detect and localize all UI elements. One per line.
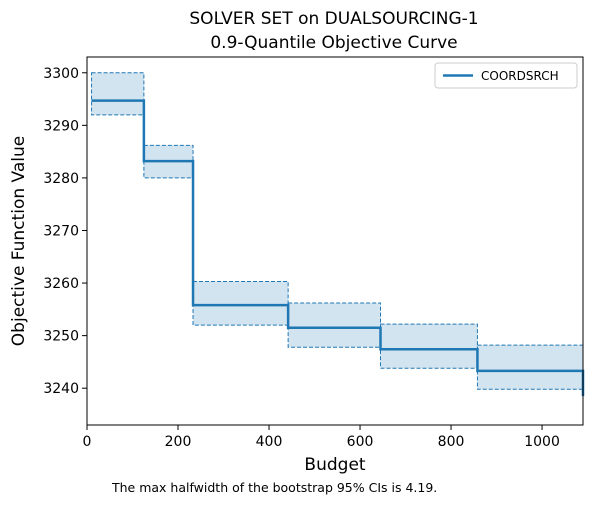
y-axis: 3240 3250 3260 3270 3280 3290 3300 (43, 66, 87, 397)
chart-subtitle: 0.9-Quantile Objective Curve (210, 33, 457, 53)
ci-band-3 (287, 302, 382, 348)
y-tick-label: 3260 (43, 276, 79, 292)
x-tick-label: 200 (165, 434, 192, 450)
ci-halfwidth-note: The max halfwidth of the bootstrap 95% C… (111, 480, 437, 495)
y-axis-label: Objective Function Value (9, 136, 29, 346)
x-tick-label: 0 (83, 434, 92, 450)
y-tick-label: 3240 (43, 381, 79, 397)
chart-title: SOLVER SET on DUALSOURCING-1 (189, 9, 478, 29)
ci-band-4 (380, 323, 478, 369)
legend: COORDSRCH (434, 62, 578, 89)
y-tick-label: 3300 (43, 66, 79, 82)
y-tick-label: 3270 (43, 223, 79, 239)
x-axis: 0 200 400 600 800 1000 (83, 425, 560, 450)
x-axis-label: Budget (304, 455, 365, 475)
x-tick-label: 600 (347, 434, 374, 450)
x-tick-label: 400 (256, 434, 283, 450)
ci-band-2 (192, 280, 289, 326)
plot-area (91, 72, 585, 397)
legend-box (434, 62, 578, 89)
ci-band-5 (476, 344, 584, 390)
legend-label-coordsrch: COORDSRCH (481, 69, 559, 83)
plot-frame (86, 56, 584, 426)
ci-band-0 (91, 72, 145, 116)
series-line-0 (91, 99, 585, 397)
y-tick-label: 3250 (43, 329, 79, 345)
x-tick-label: 800 (438, 434, 465, 450)
y-tick-label: 3280 (43, 171, 79, 187)
x-tick-label: 1000 (524, 434, 560, 450)
y-tick-label: 3290 (43, 118, 79, 134)
